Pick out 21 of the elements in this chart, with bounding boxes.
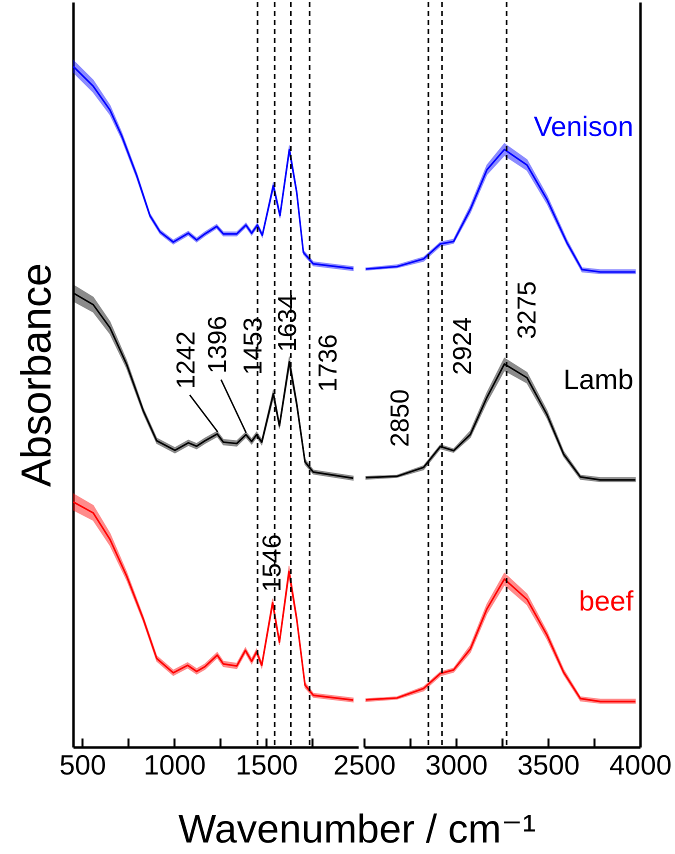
- ref-line-label: 3275: [512, 281, 542, 339]
- annotation: 1242: [170, 331, 201, 389]
- series-label: Venison: [534, 110, 634, 142]
- x-tick-label: 1000: [144, 749, 206, 780]
- x-axis-title: Wavenumber / cm⁻¹: [178, 807, 536, 852]
- y-axis-title: Absorbance: [12, 262, 60, 488]
- annotation: 1396: [202, 316, 232, 374]
- ref-line-label: 2850: [384, 389, 415, 447]
- ref-line-label: 1736: [312, 334, 343, 392]
- ref-line-label: 2924: [447, 317, 478, 375]
- ref-line-label: 1546: [256, 534, 287, 592]
- x-tick-label: 2500: [334, 749, 396, 780]
- x-tick-label: 4000: [610, 749, 672, 780]
- ref-line-label: 1634: [272, 294, 302, 352]
- x-tick-label: 3500: [518, 749, 580, 780]
- x-tick-label: 3000: [426, 749, 488, 780]
- x-tick-label: 500: [59, 749, 106, 780]
- ref-line-label: 1453: [238, 317, 268, 375]
- series-label: Lamb: [564, 364, 634, 395]
- series-label: beef: [579, 586, 634, 617]
- x-tick-label: 1500: [236, 749, 298, 780]
